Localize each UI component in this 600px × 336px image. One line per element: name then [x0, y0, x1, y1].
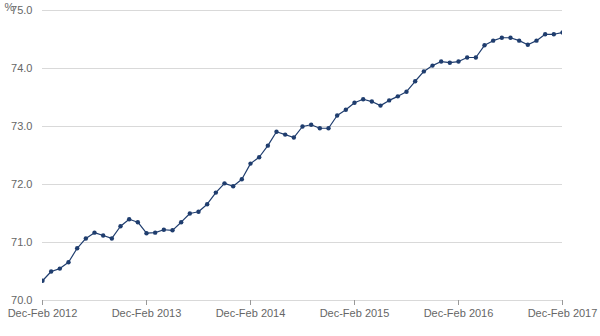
svg-text:Dec-Feb 2012: Dec-Feb 2012	[8, 307, 78, 319]
svg-text:72.0: 72.0	[11, 178, 32, 190]
svg-text:74.0: 74.0	[11, 62, 32, 74]
svg-text:Dec-Feb 2015: Dec-Feb 2015	[320, 307, 390, 319]
svg-text:71.0: 71.0	[11, 236, 32, 248]
svg-text:Dec-Feb 2013: Dec-Feb 2013	[112, 307, 182, 319]
svg-text:Dec-Feb 2017: Dec-Feb 2017	[528, 307, 598, 319]
svg-text:73.0: 73.0	[11, 120, 32, 132]
svg-text:Dec-Feb 2014: Dec-Feb 2014	[216, 307, 286, 319]
svg-text:70.0: 70.0	[11, 294, 32, 306]
svg-text:75.0: 75.0	[11, 4, 32, 16]
svg-text:Dec-Feb 2016: Dec-Feb 2016	[424, 307, 494, 319]
svg-text:%: %	[5, 1, 15, 13]
